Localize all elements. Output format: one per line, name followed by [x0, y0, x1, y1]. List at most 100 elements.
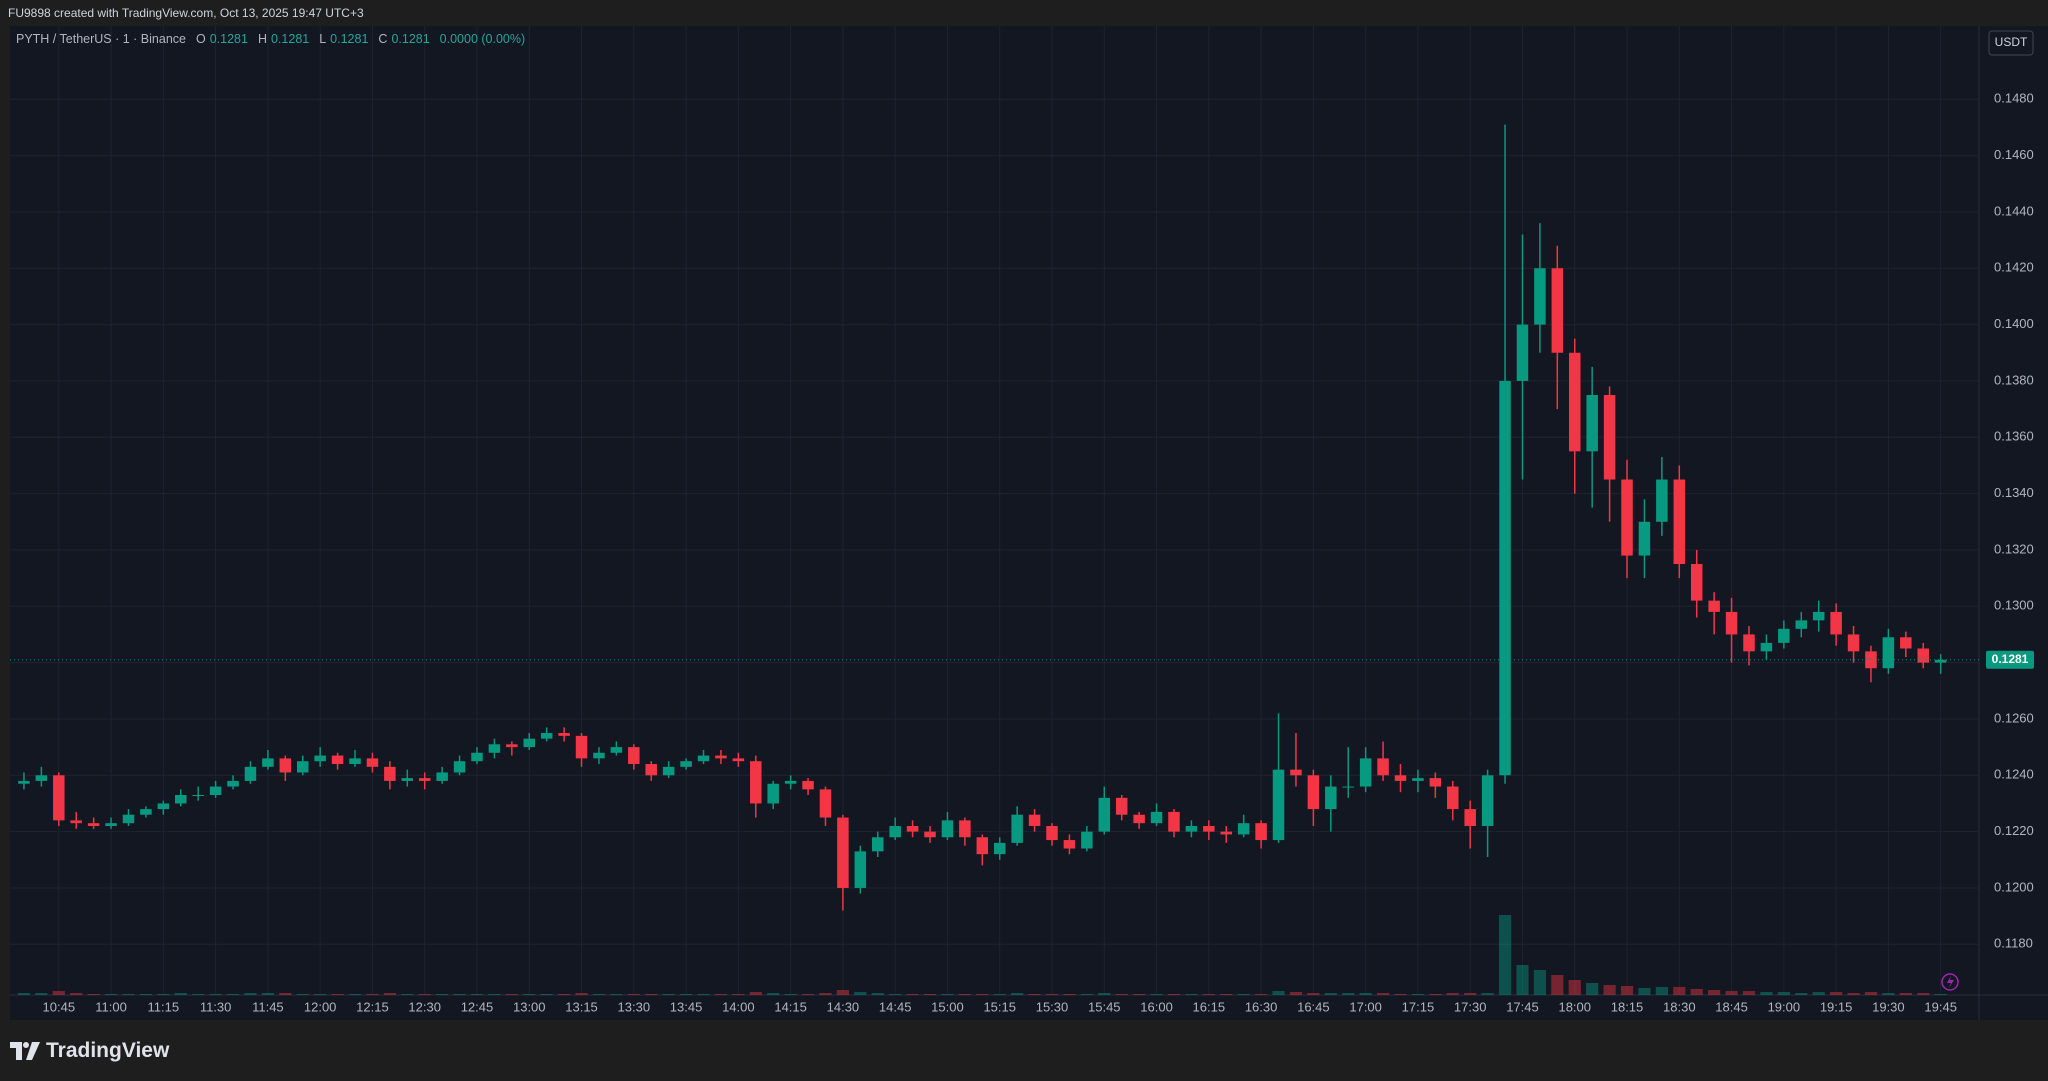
volume-bar	[697, 994, 710, 995]
candle-body	[1481, 775, 1494, 826]
y-tick-label: 0.1360	[1994, 429, 2034, 444]
volume-bar	[261, 993, 274, 995]
volume-bar	[52, 991, 65, 995]
x-tick-label: 15:15	[983, 999, 1016, 1014]
candle-body	[1743, 634, 1755, 652]
candle-body	[628, 747, 640, 765]
volume-bar	[1586, 983, 1599, 995]
candle-body	[959, 820, 971, 838]
volume-bar	[1464, 993, 1477, 995]
candle-body	[540, 733, 553, 739]
brand[interactable]: TradingView	[10, 1036, 169, 1066]
volume-bar	[1185, 994, 1198, 995]
volume-bar	[714, 994, 728, 995]
x-tick-label: 18:00	[1558, 999, 1591, 1014]
volume-bar	[104, 994, 118, 995]
volume-bar	[296, 994, 309, 995]
volume-bar	[1045, 994, 1059, 995]
x-tick-label: 16:45	[1297, 999, 1330, 1014]
volume-bar	[1376, 993, 1390, 995]
y-tick-label: 0.1460	[1994, 147, 2034, 162]
candle-body	[314, 755, 326, 762]
volume-bar	[1742, 991, 1756, 995]
candle-body	[854, 851, 867, 888]
alert-icon[interactable]	[1941, 973, 1959, 991]
candle-body	[1725, 611, 1738, 635]
candle-body	[1325, 786, 1337, 810]
x-tick-label: 18:45	[1715, 999, 1748, 1014]
candle-body	[140, 809, 152, 815]
y-tick-label: 0.1300	[1994, 598, 2034, 613]
candle-body	[1220, 831, 1232, 835]
volume-bar	[819, 993, 832, 995]
candle-body	[122, 814, 135, 824]
volume-bar	[139, 994, 153, 995]
candle-body	[1603, 395, 1616, 480]
candle-body	[70, 820, 82, 824]
candle-body	[1917, 648, 1929, 663]
volume-bar	[1673, 987, 1686, 995]
volume-bar	[1359, 993, 1372, 995]
chart: 0.11800.12000.12200.12400.12600.12800.13…	[10, 26, 2048, 1020]
x-tick-label: 19:30	[1872, 999, 1905, 1014]
candle-body	[1882, 637, 1895, 669]
candle-body	[1342, 786, 1354, 788]
x-tick-label: 15:30	[1036, 999, 1069, 1014]
volume-bar	[1533, 970, 1546, 995]
last-price-box	[1986, 650, 2034, 669]
x-tick-label: 16:15	[1193, 999, 1226, 1014]
volume-bar	[418, 994, 431, 995]
volume-bar	[906, 994, 919, 995]
volume-bar	[244, 993, 257, 995]
candle-body	[1708, 600, 1720, 612]
x-tick-label: 16:00	[1140, 999, 1173, 1014]
volume-bar	[1167, 994, 1181, 995]
volume-bar	[1237, 994, 1250, 995]
x-tick-label: 18:15	[1611, 999, 1644, 1014]
volume-bar	[488, 994, 501, 995]
currency: USDT	[1995, 35, 2028, 49]
candle-body	[1412, 778, 1424, 781]
volume-bar	[1115, 994, 1128, 995]
candle-body	[227, 780, 239, 787]
candle-body	[279, 758, 292, 773]
y-tick-label: 0.1180	[1994, 936, 2033, 951]
candle-body	[662, 766, 675, 776]
volume-bar	[1202, 994, 1215, 995]
candle-body	[1934, 659, 1947, 663]
volume-bar	[35, 993, 48, 995]
currency-box[interactable]	[1988, 30, 2034, 56]
candle-body	[384, 766, 396, 781]
volume-bar	[610, 994, 623, 995]
y-tick-label: 0.1440	[1994, 203, 2034, 218]
candle-body	[645, 764, 657, 776]
candle-body	[575, 735, 588, 759]
volume-bar	[1411, 994, 1425, 995]
x-tick-label: 11:30	[200, 999, 232, 1014]
x-tick-label: 11:15	[148, 999, 180, 1014]
candle-body	[35, 775, 48, 781]
volume-bar	[976, 994, 989, 995]
volume-bar	[1847, 993, 1860, 995]
candle-body	[244, 766, 257, 781]
volume-bar	[1429, 994, 1442, 995]
y-tick-label: 0.1340	[1994, 485, 2034, 500]
volume-bar	[505, 994, 518, 995]
volume-bar	[540, 994, 553, 995]
candle-body	[1307, 775, 1320, 810]
candle-body	[1168, 811, 1180, 832]
volume-bar	[784, 994, 797, 995]
candle-body	[1359, 758, 1372, 787]
candle-body	[1377, 758, 1389, 776]
volume-bar	[366, 994, 379, 995]
candle-body	[157, 803, 170, 810]
c-label: C	[378, 32, 388, 46]
volume-bar	[1864, 992, 1878, 995]
x-tick-label: 17:30	[1454, 999, 1487, 1014]
x-tick-label: 13:15	[565, 999, 598, 1014]
x-tick-label: 13:00	[513, 999, 546, 1014]
candle-body	[1516, 324, 1529, 381]
volume-bar	[836, 990, 850, 995]
candle-body	[1847, 634, 1860, 652]
y-tick-label: 0.1240	[1994, 767, 2034, 782]
